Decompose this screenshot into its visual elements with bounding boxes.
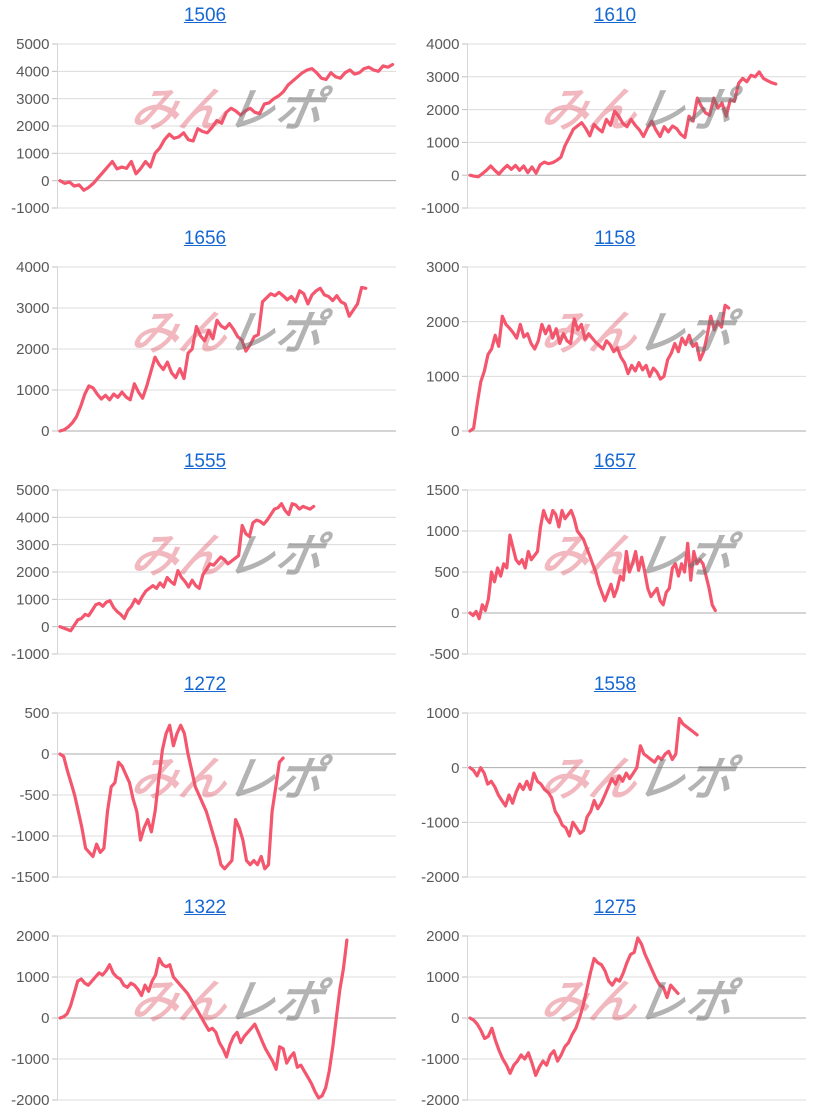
- svg-text:3000: 3000: [16, 91, 49, 108]
- svg-text:0: 0: [451, 760, 459, 777]
- svg-text:2000: 2000: [16, 341, 49, 358]
- chart-title-link-1610[interactable]: 1610: [593, 5, 637, 26]
- svg-text:1000: 1000: [426, 135, 459, 152]
- svg-text:-1000: -1000: [11, 200, 49, 217]
- chart-title-row: 1656: [0, 228, 410, 250]
- svg-text:0: 0: [451, 1010, 459, 1027]
- svg-text:1000: 1000: [426, 969, 459, 986]
- svg-text:-2000: -2000: [421, 1092, 459, 1109]
- chart-title-link-1506[interactable]: 1506: [183, 5, 227, 26]
- chart-canvas-1555: 5000 4000 3000 2000 1000 0 -1000: [11, 482, 396, 663]
- chart-cell-1656: 1656 4000 3000 2000 1000 0 みんレポ: [0, 223, 410, 446]
- svg-text:-1000: -1000: [421, 815, 459, 832]
- svg-text:3000: 3000: [16, 300, 49, 317]
- chart-canvas-1657: 1500 1000 500 0 -500: [426, 482, 806, 663]
- svg-text:1000: 1000: [16, 382, 49, 399]
- chart-canvas-1610: 4000 3000 2000 1000 0 -1000: [421, 36, 806, 217]
- chart-title-row: 1272: [0, 674, 410, 696]
- svg-text:-1000: -1000: [421, 1051, 459, 1068]
- chart-title-link-1158[interactable]: 1158: [594, 228, 636, 249]
- svg-text:1500: 1500: [426, 482, 459, 499]
- svg-text:3000: 3000: [426, 69, 459, 86]
- svg-text:0: 0: [41, 173, 49, 190]
- svg-text:-2000: -2000: [421, 869, 459, 886]
- svg-text:0: 0: [41, 619, 49, 636]
- svg-text:0: 0: [451, 423, 459, 440]
- chart-title-row: 1158: [410, 228, 820, 250]
- svg-text:3000: 3000: [426, 259, 459, 276]
- svg-text:2000: 2000: [426, 102, 459, 119]
- svg-text:0: 0: [41, 1010, 49, 1027]
- svg-text:1000: 1000: [16, 146, 49, 163]
- chart-cell-1275: 1275 2000 1000 0 -1000 -2000 みんレポ: [410, 892, 820, 1115]
- chart-canvas-1275: 2000 1000 0 -1000 -2000: [421, 928, 806, 1109]
- chart-title-link-1555[interactable]: 1555: [183, 451, 227, 472]
- svg-text:0: 0: [41, 746, 49, 763]
- svg-text:2000: 2000: [16, 564, 49, 581]
- svg-text:4000: 4000: [16, 259, 49, 276]
- svg-text:2000: 2000: [16, 118, 49, 135]
- chart-title-link-1656[interactable]: 1656: [183, 228, 227, 249]
- svg-text:4000: 4000: [16, 510, 49, 527]
- chart-title-row: 1610: [410, 5, 820, 27]
- svg-text:-1500: -1500: [11, 869, 49, 886]
- svg-text:1000: 1000: [426, 523, 459, 540]
- svg-text:0: 0: [451, 167, 459, 184]
- chart-cell-1506: 1506 5000 4000 3000 2000 1000 0 -1000 みんレポ: [0, 0, 410, 223]
- svg-text:500: 500: [434, 564, 459, 581]
- svg-text:0: 0: [451, 605, 459, 622]
- chart-title-row: 1558: [410, 674, 820, 696]
- chart-canvas-1322: 2000 1000 0 -1000 -2000: [11, 928, 396, 1109]
- svg-text:1000: 1000: [16, 592, 49, 609]
- chart-title-link-1272[interactable]: 1272: [183, 674, 227, 695]
- svg-text:-2000: -2000: [11, 1092, 49, 1109]
- chart-title-link-1558[interactable]: 1558: [593, 674, 637, 695]
- svg-text:-500: -500: [19, 787, 49, 804]
- chart-canvas-1558: 1000 0 -1000 -2000: [421, 705, 806, 886]
- svg-text:4000: 4000: [426, 36, 459, 53]
- chart-cell-1558: 1558 1000 0 -1000 -2000 みんレポ: [410, 669, 820, 892]
- chart-canvas-1272: 500 0 -500 -1000 -1500: [11, 705, 396, 886]
- svg-text:-1000: -1000: [11, 646, 49, 663]
- svg-text:500: 500: [24, 705, 49, 722]
- svg-text:0: 0: [41, 423, 49, 440]
- svg-text:1000: 1000: [426, 369, 459, 386]
- svg-text:1000: 1000: [426, 705, 459, 722]
- svg-text:3000: 3000: [16, 537, 49, 554]
- svg-text:2000: 2000: [16, 928, 49, 945]
- chart-title-row: 1555: [0, 451, 410, 473]
- chart-title-link-1657[interactable]: 1657: [593, 451, 637, 472]
- svg-text:1000: 1000: [16, 969, 49, 986]
- svg-text:2000: 2000: [426, 314, 459, 331]
- chart-cell-1272: 1272 500 0 -500 -1000 -1500 みんレポ: [0, 669, 410, 892]
- svg-text:2000: 2000: [426, 928, 459, 945]
- svg-text:5000: 5000: [16, 36, 49, 53]
- svg-text:4000: 4000: [16, 64, 49, 81]
- chart-title-row: 1506: [0, 5, 410, 27]
- chart-title-row: 1322: [0, 897, 410, 919]
- chart-cell-1555: 1555 5000 4000 3000 2000 1000 0 -1000 みんレポ: [0, 446, 410, 669]
- chart-canvas-1656: 4000 3000 2000 1000 0: [16, 259, 396, 440]
- chart-title-row: 1657: [410, 451, 820, 473]
- chart-canvas-1506: 5000 4000 3000 2000 1000 0 -1000: [11, 36, 396, 217]
- svg-text:5000: 5000: [16, 482, 49, 499]
- chart-canvas-1158: 3000 2000 1000 0: [426, 259, 806, 440]
- chart-title-link-1275[interactable]: 1275: [593, 897, 637, 918]
- svg-text:-1000: -1000: [421, 200, 459, 217]
- chart-cell-1610: 1610 4000 3000 2000 1000 0 -1000 みんレポ: [410, 0, 820, 223]
- svg-text:-1000: -1000: [11, 828, 49, 845]
- chart-title-link-1322[interactable]: 1322: [183, 897, 227, 918]
- chart-cell-1158: 1158 3000 2000 1000 0 みんレポ: [410, 223, 820, 446]
- chart-cell-1657: 1657 1500 1000 500 0 -500 みんレポ: [410, 446, 820, 669]
- svg-text:-1000: -1000: [11, 1051, 49, 1068]
- svg-text:-500: -500: [429, 646, 459, 663]
- chart-title-row: 1275: [410, 897, 820, 919]
- chart-cell-1322: 1322 2000 1000 0 -1000 -2000 みんレポ: [0, 892, 410, 1115]
